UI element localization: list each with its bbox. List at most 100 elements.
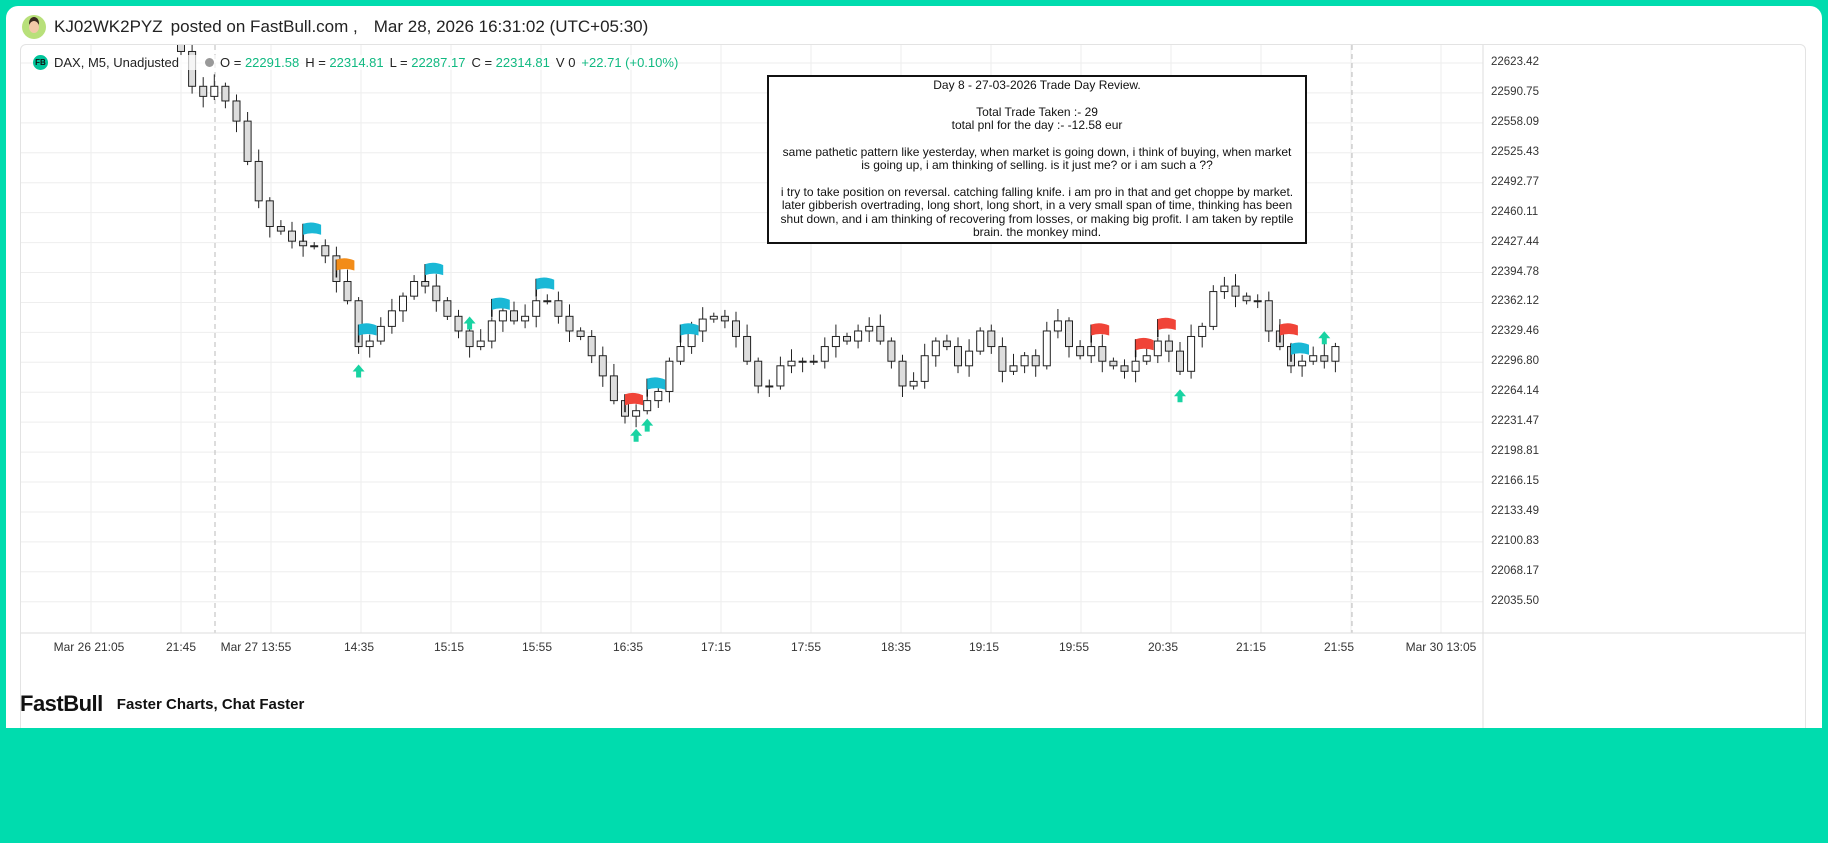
candle[interactable] (410, 275, 419, 300)
candle[interactable] (476, 329, 485, 351)
candle[interactable] (798, 357, 807, 373)
candle[interactable] (565, 304, 574, 342)
candle[interactable] (1209, 285, 1218, 331)
candle[interactable] (809, 354, 818, 365)
candle[interactable] (1065, 317, 1073, 358)
candle[interactable] (221, 82, 230, 109)
candle[interactable] (676, 340, 685, 365)
candle[interactable] (854, 324, 863, 349)
candle[interactable] (931, 337, 940, 367)
candle[interactable] (1020, 352, 1029, 374)
candle[interactable] (698, 307, 707, 342)
candle[interactable] (820, 337, 829, 369)
candle[interactable] (399, 292, 407, 322)
trade-flag-icon[interactable] (302, 222, 322, 242)
trade-flag-icon[interactable] (624, 392, 643, 413)
candle[interactable] (1109, 357, 1118, 370)
candle[interactable] (232, 94, 241, 133)
candle[interactable] (276, 220, 285, 235)
candle[interactable] (1187, 324, 1196, 379)
candle[interactable] (387, 298, 396, 334)
candle[interactable] (732, 311, 740, 348)
trade-flag-icon[interactable] (535, 277, 555, 297)
trade-flag-icon[interactable] (679, 323, 699, 343)
candle[interactable] (942, 334, 951, 351)
candle[interactable] (1264, 291, 1273, 342)
candle[interactable] (1153, 337, 1162, 364)
candle[interactable] (265, 197, 274, 238)
candle[interactable] (532, 297, 541, 328)
trade-flag-icon[interactable] (335, 258, 355, 278)
candle[interactable] (1220, 276, 1229, 299)
candle[interactable] (998, 337, 1007, 383)
candle[interactable] (1164, 334, 1173, 363)
candle[interactable] (754, 357, 763, 394)
candle[interactable] (1309, 346, 1318, 365)
candle[interactable] (1042, 321, 1051, 370)
trade-flag-icon[interactable] (357, 323, 377, 343)
username[interactable]: KJ02WK2PYZ (54, 17, 163, 36)
candle[interactable] (343, 269, 352, 305)
candle[interactable] (898, 354, 907, 397)
candle[interactable] (632, 404, 641, 428)
candle[interactable] (543, 294, 552, 305)
trade-flag-icon[interactable] (1290, 342, 1309, 362)
candle[interactable] (177, 45, 185, 56)
user-avatar[interactable] (22, 15, 46, 39)
candle[interactable] (576, 327, 585, 341)
candle[interactable] (665, 357, 674, 403)
trade-flag-icon[interactable] (646, 377, 666, 397)
candle[interactable] (254, 149, 263, 209)
candle[interactable] (1198, 322, 1207, 348)
candle[interactable] (765, 379, 774, 397)
candle[interactable] (510, 301, 518, 325)
candle[interactable] (487, 317, 496, 349)
candle[interactable] (609, 363, 618, 405)
candle[interactable] (1176, 341, 1184, 375)
candle[interactable] (709, 312, 718, 323)
trade-review-note[interactable]: Day 8 - 27-03-2026 Trade Day Review. Tot… (767, 75, 1307, 244)
candle[interactable] (521, 304, 530, 329)
candle[interactable] (1031, 349, 1040, 377)
candle[interactable] (954, 337, 962, 374)
candle[interactable] (1331, 342, 1340, 373)
trade-flag-icon[interactable] (1090, 323, 1110, 343)
candle[interactable] (498, 304, 507, 332)
candle[interactable] (1242, 292, 1251, 305)
trade-flag-icon[interactable] (491, 297, 510, 317)
candle[interactable] (1076, 340, 1085, 360)
candle[interactable] (1053, 308, 1062, 339)
candle[interactable] (1098, 334, 1107, 373)
candle[interactable] (909, 372, 918, 390)
candle[interactable] (876, 314, 885, 345)
trade-flag-icon[interactable] (1157, 317, 1176, 338)
candle[interactable] (720, 309, 729, 329)
candle[interactable] (987, 324, 996, 354)
candle[interactable] (310, 242, 319, 250)
trade-flag-icon[interactable] (1279, 323, 1298, 343)
candle[interactable] (1298, 354, 1307, 377)
candle[interactable] (199, 77, 208, 108)
candle[interactable] (365, 334, 374, 358)
candle[interactable] (321, 239, 330, 264)
candle[interactable] (587, 330, 596, 364)
candle[interactable] (1320, 343, 1329, 369)
candle[interactable] (1253, 294, 1262, 309)
candle[interactable] (965, 339, 974, 377)
candle[interactable] (1231, 274, 1240, 308)
candle[interactable] (776, 356, 785, 390)
candle[interactable] (831, 324, 840, 358)
candle[interactable] (787, 349, 796, 374)
candle[interactable] (1009, 353, 1018, 375)
candle[interactable] (288, 221, 296, 249)
candle[interactable] (454, 309, 463, 339)
candle[interactable] (887, 337, 896, 369)
candle[interactable] (743, 324, 752, 365)
candle[interactable] (976, 327, 985, 355)
chart-panel[interactable]: FB DAX, M5, Unadjusted O = 22291.58 H = … (20, 44, 1806, 772)
candle[interactable] (554, 291, 563, 324)
candle[interactable] (920, 343, 929, 389)
candle[interactable] (432, 274, 441, 312)
trade-flag-icon[interactable] (1134, 337, 1154, 358)
trade-flag-icon[interactable] (424, 262, 444, 283)
